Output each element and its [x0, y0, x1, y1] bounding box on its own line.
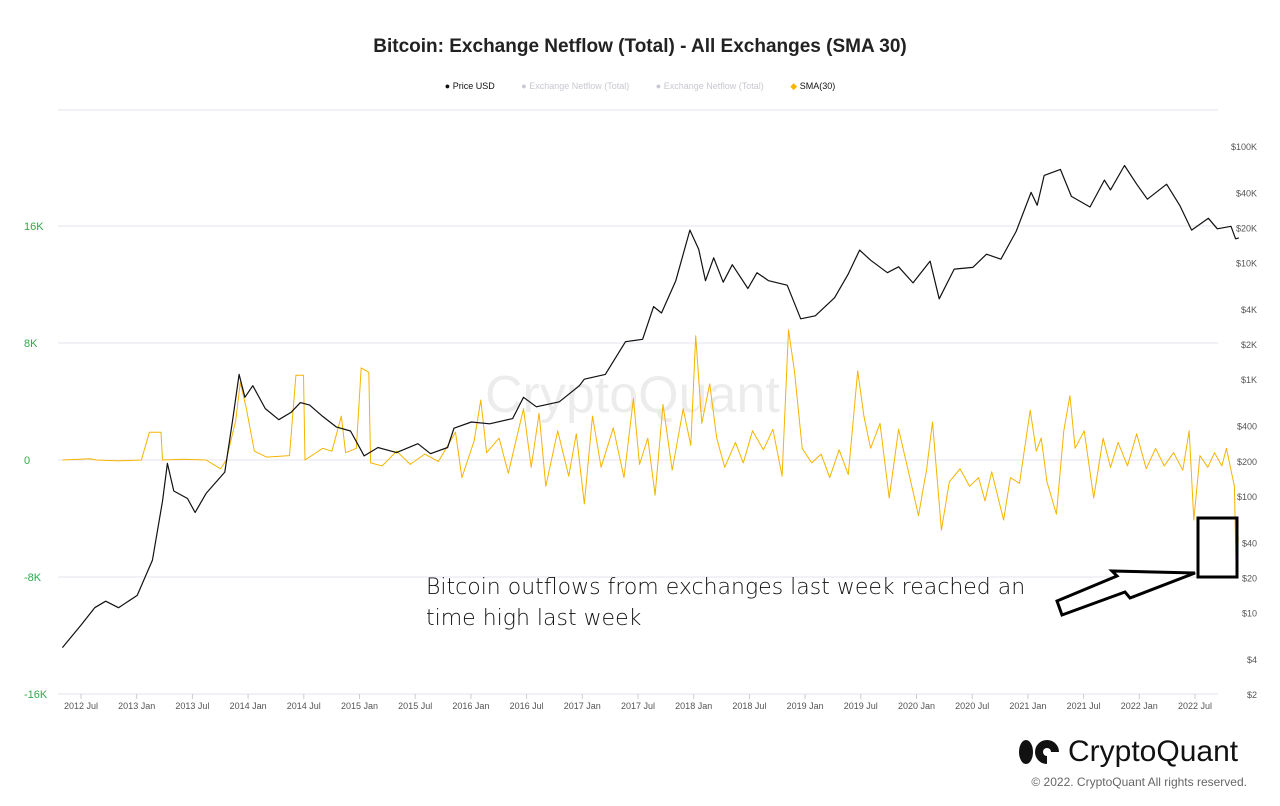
right-axis-tick: $200: [1237, 457, 1257, 467]
right-axis-tick: $20: [1242, 573, 1257, 583]
right-axis-tick: $2: [1247, 690, 1257, 700]
left-axis-tick: 0: [24, 455, 30, 467]
logo-icon: [1019, 740, 1059, 764]
watermark: CryptoQuant: [485, 366, 780, 424]
right-axis-tick: $40K: [1236, 188, 1257, 198]
x-axis-tick: 2019 Jan: [787, 701, 824, 711]
right-axis-tick: $4: [1247, 655, 1257, 665]
x-axis-tick: 2016 Jul: [510, 701, 544, 711]
legend-label: SMA(30): [799, 81, 836, 91]
right-axis-tick: $2K: [1241, 340, 1257, 350]
logo-text: CryptoQuant: [1068, 735, 1239, 768]
left-axis-tick: -16K: [24, 689, 48, 701]
left-axis-tick: 8K: [24, 338, 38, 350]
x-axis-tick: 2019 Jul: [844, 701, 878, 711]
legend-item-sma[interactable]: ◆ SMA(30): [790, 81, 835, 91]
right-axis-tick: $10K: [1236, 259, 1257, 269]
left-axis-tick: 16K: [24, 221, 44, 233]
x-axis-tick: 2017 Jul: [621, 701, 655, 711]
x-axis-tick: 2015 Jul: [398, 701, 432, 711]
copyright: © 2022. CryptoQuant All rights reserved.: [1031, 775, 1247, 789]
legend-item-netflow-1[interactable]: ● Exchange Netflow (Total): [521, 81, 629, 91]
cryptoquant-logo: CryptoQuant: [1018, 735, 1238, 769]
left-axis-tick: -8K: [24, 572, 42, 584]
dot-icon: ●: [655, 81, 662, 91]
x-axis-tick: 2018 Jul: [732, 701, 766, 711]
x-axis-tick: 2022 Jan: [1121, 701, 1158, 711]
annotation-text: Bitcoin outflows from exchanges last wee…: [426, 575, 1026, 631]
dot-icon: ●: [444, 81, 451, 91]
x-axis-tick: 2021 Jul: [1067, 701, 1101, 711]
legend-label: Price USD: [452, 81, 495, 91]
highlight-box: [1196, 516, 1239, 579]
chart-title: Bitcoin: Exchange Netflow (Total) - All …: [373, 36, 907, 57]
legend-item-price[interactable]: ● Price USD: [445, 81, 495, 91]
x-axis-tick: 2014 Jan: [230, 701, 267, 711]
right-axis-tick: $40: [1242, 538, 1257, 548]
x-axis-tick: 2017 Jan: [564, 701, 601, 711]
dot-icon: ●: [521, 81, 527, 91]
legend: ● Price USD ● Exchange Netflow (Total) ●…: [0, 81, 1280, 92]
right-axis-tick: $4K: [1241, 305, 1257, 315]
x-axis-tick: 2022 Jul: [1178, 701, 1212, 711]
right-axis-tick: $10: [1242, 608, 1257, 618]
arrow-icon: [1055, 569, 1196, 617]
right-axis-tick: $20K: [1236, 224, 1257, 234]
price-line: [61, 164, 1240, 648]
legend-label: Exchange Netflow (Total): [663, 81, 764, 91]
legend-label: Exchange Netflow (Total): [529, 81, 630, 91]
right-axis-tick: $1K: [1241, 375, 1257, 385]
right-axis-tick: $400: [1237, 422, 1257, 432]
x-axis-tick: 2018 Jan: [675, 701, 712, 711]
right-axis-tick: $100K: [1231, 142, 1257, 152]
x-axis-tick: 2015 Jan: [341, 701, 378, 711]
x-axis-tick: 2013 Jan: [118, 701, 155, 711]
sma30-line: [62, 329, 1239, 560]
diamond-icon: ◆: [790, 81, 798, 91]
x-axis-tick: 2016 Jan: [452, 701, 489, 711]
right-axis-tick: $100: [1237, 492, 1257, 502]
x-axis-tick: 2020 Jul: [955, 701, 989, 711]
x-axis-tick: 2014 Jul: [287, 701, 321, 711]
x-axis-tick: 2020 Jan: [898, 701, 935, 711]
x-axis-tick: 2013 Jul: [175, 701, 209, 711]
x-axis-tick: 2021 Jan: [1009, 701, 1046, 711]
legend-item-netflow-2[interactable]: ● Exchange Netflow (Total): [656, 81, 764, 91]
x-axis-tick: 2012 Jul: [64, 701, 98, 711]
